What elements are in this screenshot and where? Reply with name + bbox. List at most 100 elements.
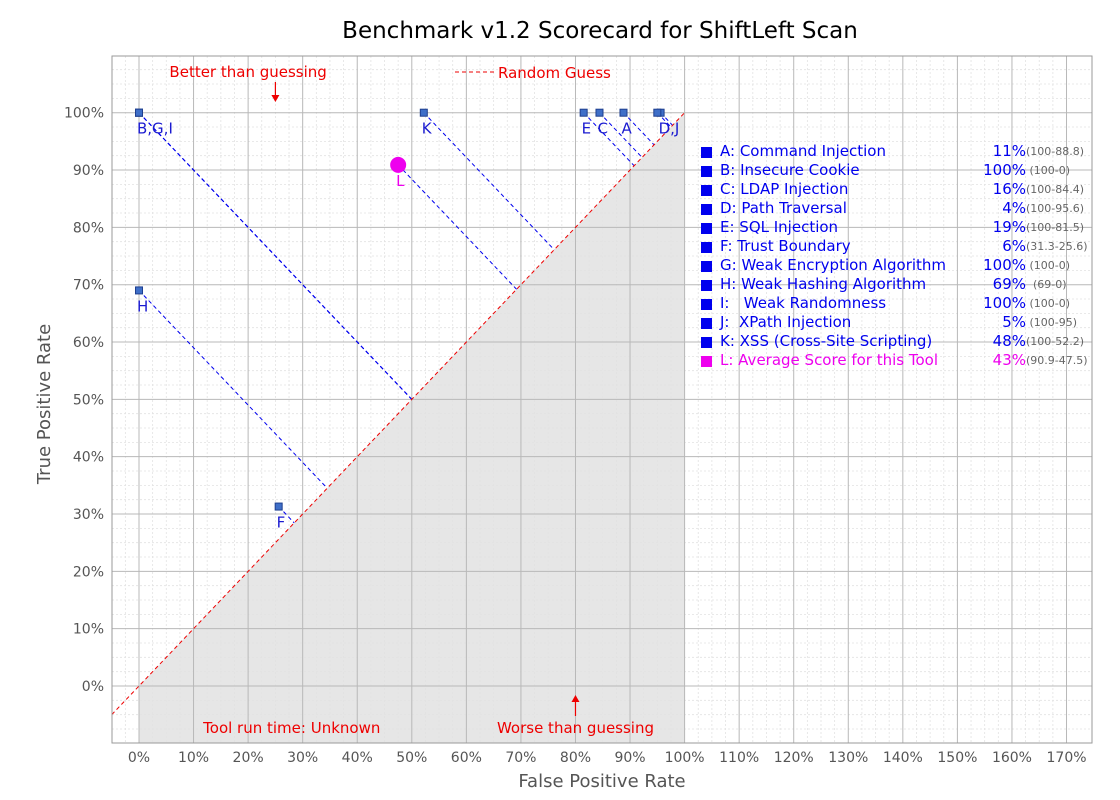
point-f: [274, 502, 283, 511]
legend-swatch: [701, 242, 712, 253]
legend-range: (31.3-25.6): [1026, 240, 1088, 253]
x-tick-label: 90%: [614, 750, 645, 766]
legend-item-e: E: SQL Injection 19% (100-81.5): [700, 218, 1100, 237]
point-label: E: [582, 120, 591, 138]
x-tick-label: 100%: [665, 750, 705, 766]
legend-range: (100-0): [1026, 259, 1071, 272]
legend-score: 6%: [1002, 237, 1026, 255]
legend-label: L: Average Score for this Tool: [720, 351, 938, 369]
legend-item-d: D: Path Traversal 4% (100-95.6): [700, 199, 1100, 218]
worse-than-guessing-label: Worse than guessing: [497, 719, 654, 737]
random-guess-line: [111, 112, 685, 716]
point-label: F: [277, 514, 286, 532]
legend-item-j: J: XPath Injection 5% (100-95): [700, 313, 1100, 332]
legend-item-a: A: Command Injection 11% (100-88.8): [700, 142, 1100, 161]
legend-swatch: [701, 318, 712, 329]
y-tick-label: 70%: [73, 278, 104, 294]
legend-label: H: Weak Hashing Algorithm: [720, 275, 927, 293]
point-e: [579, 108, 588, 117]
legend-score: 69%: [992, 275, 1026, 293]
y-tick-label: 40%: [73, 450, 104, 466]
legend-swatch: [701, 204, 712, 215]
legend-swatch: [701, 185, 712, 196]
better-arrow-head: [271, 95, 280, 102]
legend-score: 19%: [992, 218, 1026, 236]
legend: A: Command Injection 11% (100-88.8) B: Inse…: [700, 142, 1100, 370]
legend-label: A: Command Injection: [720, 142, 886, 160]
legend-label: E: SQL Injection: [720, 218, 839, 236]
point-label: K: [422, 120, 433, 138]
x-tick-label: 50%: [396, 750, 427, 766]
y-tick-label: 0%: [82, 679, 104, 695]
projection-line-l: [397, 164, 517, 290]
legend-label: D: Path Traversal: [720, 199, 847, 217]
legend-item-i: I: Weak Randomness 100% (100-0): [700, 294, 1100, 313]
point-l: [390, 156, 407, 173]
tool-runtime-label: Tool run time: Unknown: [202, 719, 380, 737]
legend-score: 5%: [1002, 313, 1026, 331]
x-tick-label: 170%: [1047, 750, 1087, 766]
y-tick-label: 50%: [73, 392, 104, 408]
x-tick-label: 60%: [451, 750, 482, 766]
better-than-guessing-label: Better than guessing: [169, 63, 326, 81]
legend-score: 100%: [983, 161, 1026, 179]
legend-swatch: [701, 356, 712, 367]
legend-score: 16%: [992, 180, 1026, 198]
legend-swatch: [701, 166, 712, 177]
y-tick-label: 10%: [73, 622, 104, 638]
legend-score: 100%: [983, 256, 1026, 274]
chart-title: Benchmark v1.2 Scorecard for ShiftLeft S…: [342, 18, 858, 44]
x-tick-label: 150%: [937, 750, 977, 766]
projection-line-h: [138, 290, 328, 489]
legend-score: 4%: [1002, 199, 1026, 217]
legend-swatch: [701, 261, 712, 272]
legend-item-k: K: XSS (Cross-Site Scripting) 48% (100-52.…: [700, 332, 1100, 351]
x-tick-label: 0%: [128, 750, 150, 766]
x-tick-label: 140%: [883, 750, 923, 766]
projection-line-a: [623, 112, 655, 146]
legend-label: C: LDAP Injection: [720, 180, 849, 198]
y-tick-label: 80%: [73, 220, 104, 236]
legend-label: J: XPath Injection: [720, 313, 852, 331]
legend-range: (69-0): [1026, 278, 1067, 291]
legend-range: (100-88.8): [1026, 145, 1085, 158]
legend-score: 43%: [992, 351, 1026, 369]
legend-swatch: [701, 223, 712, 234]
legend-range: (100-52.2): [1026, 335, 1085, 348]
x-tick-label: 120%: [774, 750, 814, 766]
legend-range: (100-95): [1026, 316, 1078, 329]
y-tick-label: 60%: [73, 335, 104, 351]
y-tick-label: 100%: [64, 106, 104, 122]
point-k: [419, 108, 428, 117]
legend-item-l: L: Average Score for this Tool 43% (90.9-4…: [700, 351, 1100, 370]
legend-swatch: [701, 147, 712, 158]
legend-range: (90.9-47.5): [1026, 354, 1088, 367]
legend-item-b: B: Insecure Cookie 100% (100-0): [700, 161, 1100, 180]
x-tick-label: 20%: [233, 750, 264, 766]
point-i: [135, 108, 143, 117]
legend-range: (100-0): [1026, 164, 1071, 177]
x-tick-label: 30%: [287, 750, 318, 766]
y-tick-label: 20%: [73, 564, 104, 580]
y-tick-label: 90%: [73, 163, 104, 179]
legend-label: I: Weak Randomness: [720, 294, 887, 312]
x-tick-label: 10%: [178, 750, 209, 766]
projection-line-i: [138, 112, 413, 400]
x-tick-label: 80%: [560, 750, 591, 766]
legend-score: 11%: [992, 142, 1026, 160]
legend-range: (100-84.4): [1026, 183, 1085, 196]
point-label: D,J: [659, 120, 680, 138]
plot-content: [112, 56, 1092, 743]
plot-border: [111, 55, 1093, 744]
legend-range: (100-0): [1026, 297, 1071, 310]
point-label: L: [396, 172, 405, 190]
legend-range: (100-81.5): [1026, 221, 1085, 234]
projection-line-k: [423, 112, 555, 251]
x-axis-title: False Positive Rate: [518, 771, 685, 792]
legend-swatch: [701, 299, 712, 310]
point-c: [595, 108, 604, 117]
y-tick-label: 30%: [73, 507, 104, 523]
legend-item-g: G: Weak Encryption Algorithm 100% (100-0): [700, 256, 1100, 275]
point-a: [619, 108, 628, 117]
